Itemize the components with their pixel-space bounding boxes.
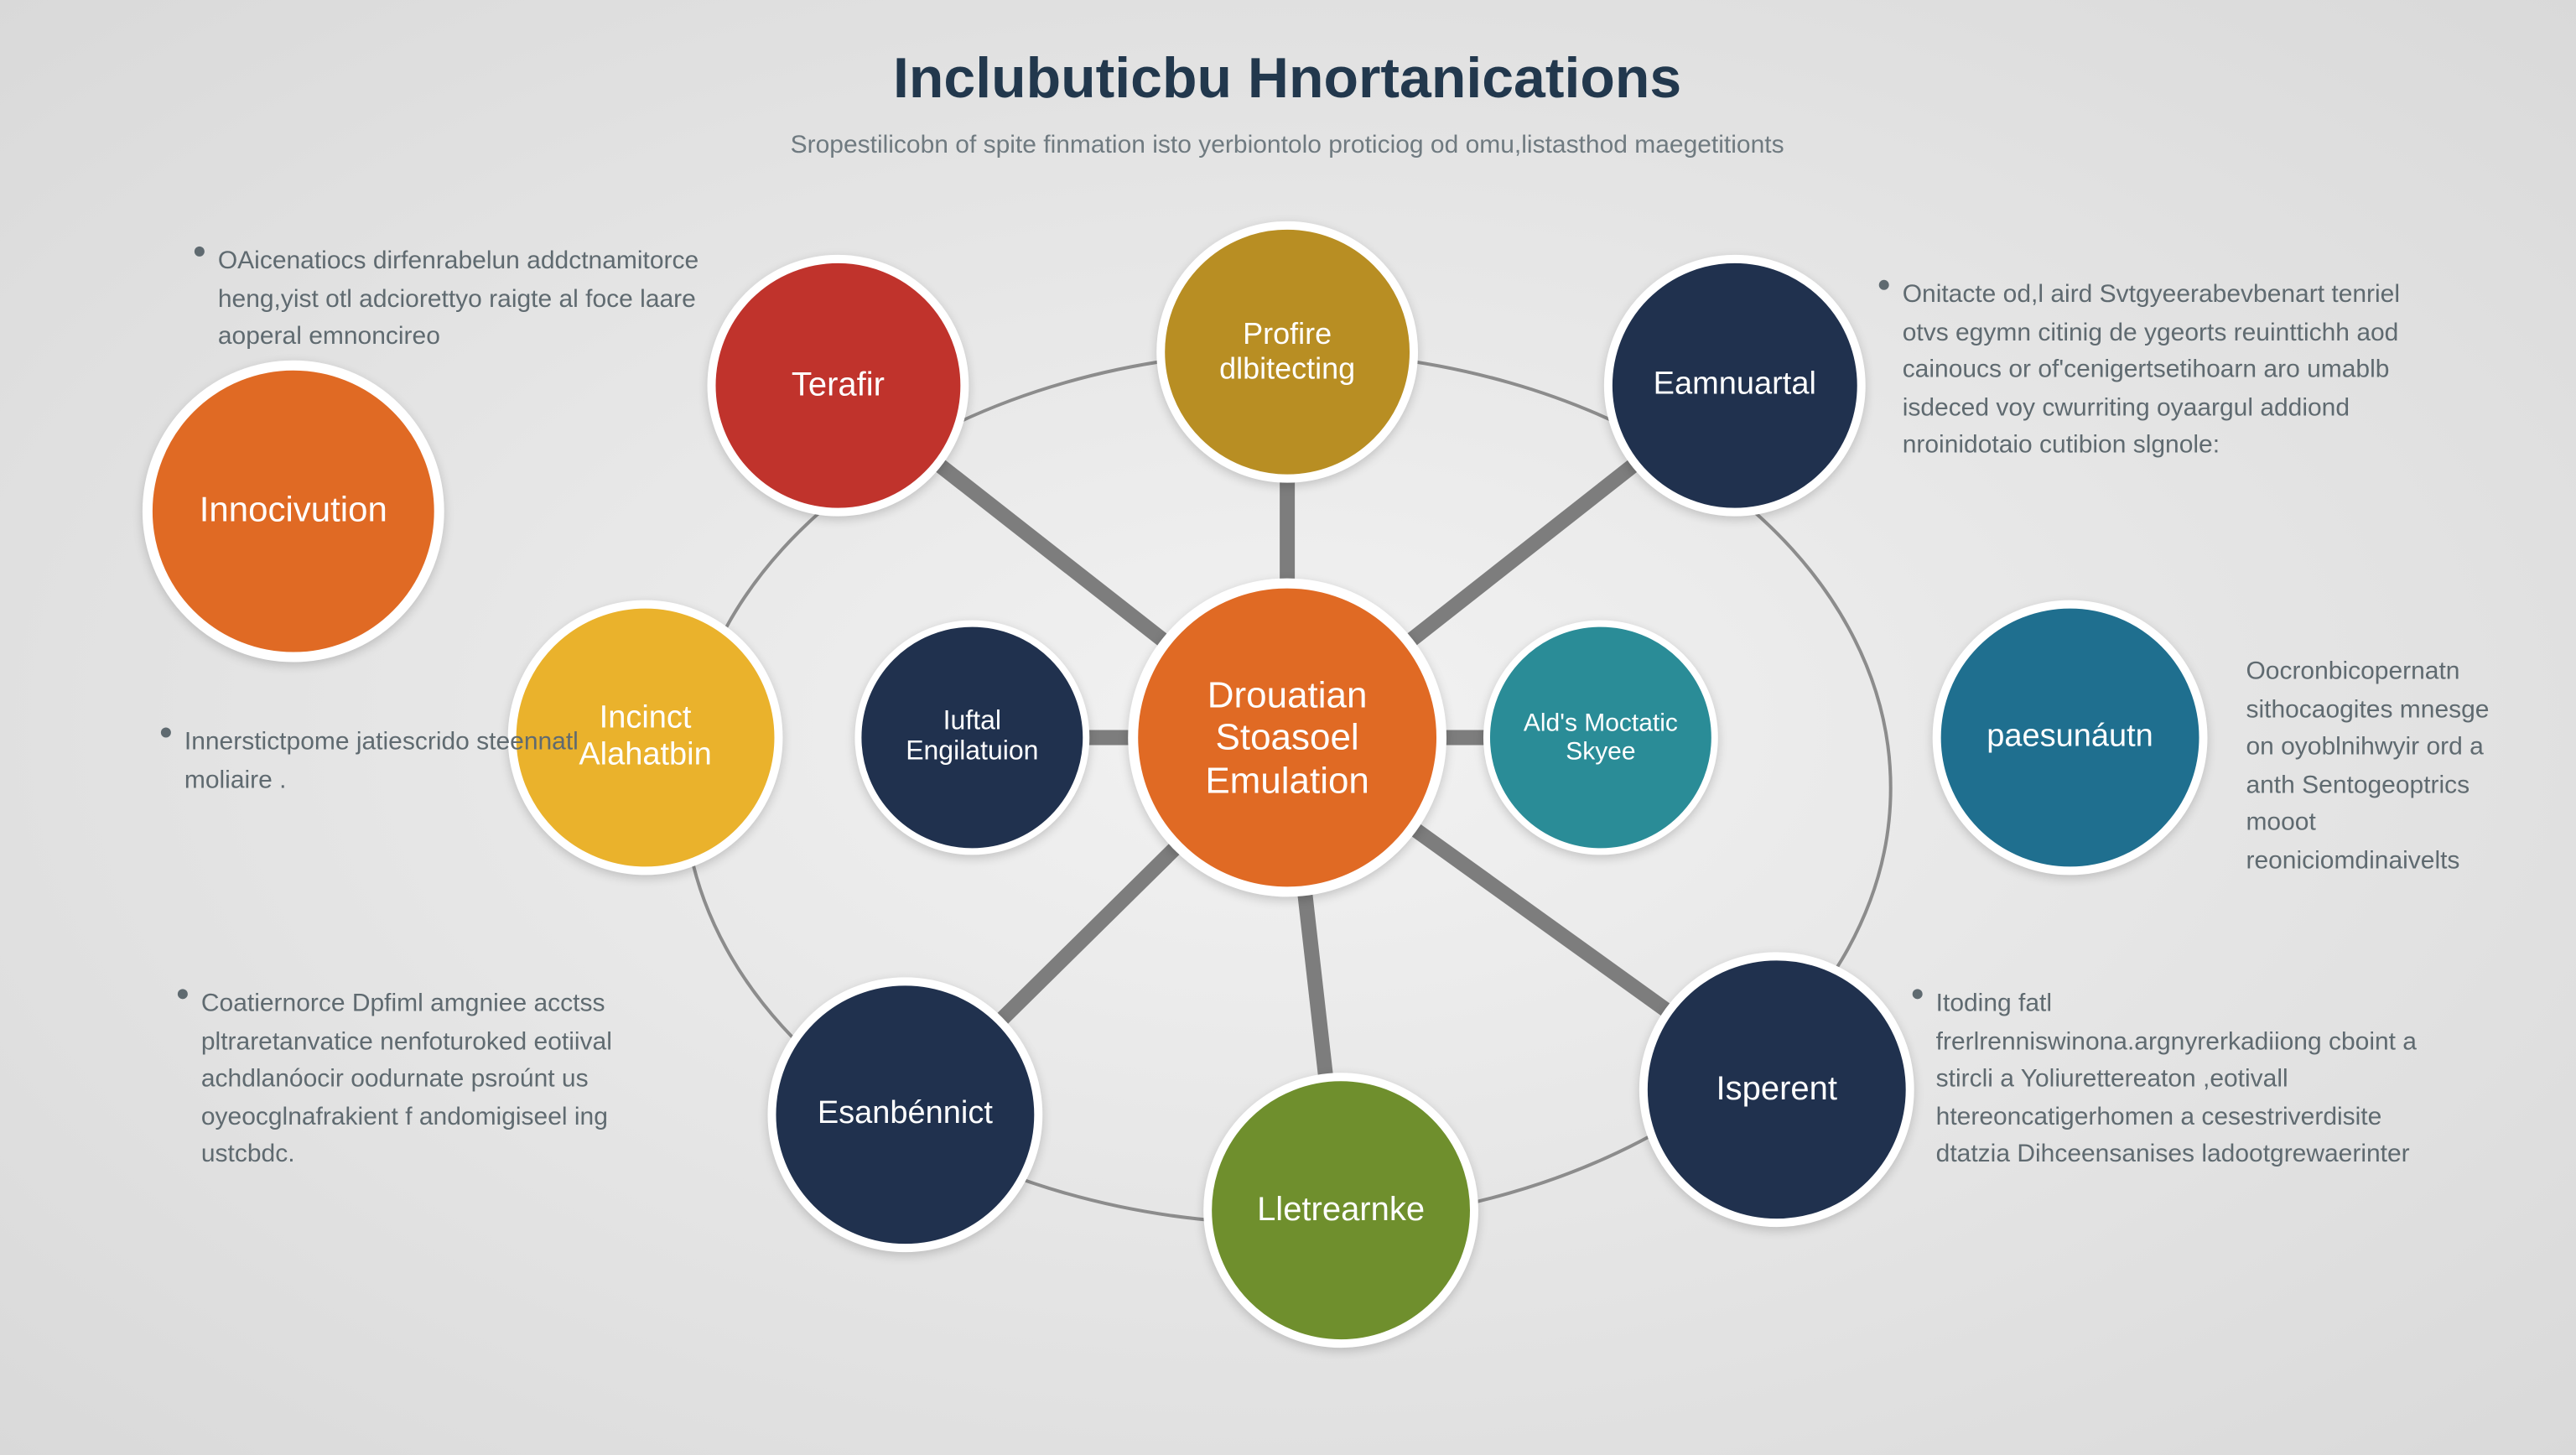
note-n6: Itoding fatl frerlrenniswinona.argnyrerk… [1936,985,2439,1174]
node-spoke-eamnuartal: Eamnuartal [1604,255,1866,517]
node-spoke-aids: Ald's Moctatic Skyee [1483,621,1718,855]
page-subtitle: Sropestilicobn of spite finmation isto y… [0,131,2574,159]
node-label: Eamnuartal [1654,367,1816,404]
node-label: Innocivution [200,491,387,532]
note-n1: OAicenatiocs dirfenrabelun addctnamitorc… [218,243,704,356]
note-text: OAicenatiocs dirfenrabelun addctnamitorc… [218,247,699,351]
node-spoke-iuftal: Iuftal Engilatuion [854,621,1089,855]
bullet-icon [1879,280,1889,290]
node-label: Lletrearnke [1257,1191,1425,1229]
node-label: Terafir [792,366,885,405]
node-label: paesunáutn [1987,720,2153,756]
node-spoke-profire: Profire dlbitecting [1156,221,1418,483]
note-text: Innerstictpome jatiescrido steennatl mol… [184,728,579,794]
note-text: Onitacte od,l aird Svtgyeerabevbenart te… [1903,280,2400,460]
note-text: Coatiernorce Dpfiml amgniee acctss pltra… [201,989,612,1168]
note-n5: Oocronbicopernatn sithocaogites mnesge o… [2246,654,2514,881]
bullet-icon [195,247,205,257]
bullet-icon [161,728,171,738]
bullet-icon [178,989,188,999]
note-n4: Onitacte od,l aird Svtgyeerabevbenart te… [1903,277,2439,465]
node-label: Ald's Moctatic Skyee [1507,709,1695,766]
node-outlier-paesunith: paesunáutn [1933,600,2208,876]
node-label: Drouatian Stoasoel Emulation [1155,674,1420,802]
node-spoke-letrearnke: Lletrearnke [1203,1073,1478,1348]
node-spoke-esanbennict: Esanbénnict [767,977,1042,1252]
node-label: Esanbénnict [818,1096,993,1133]
note-n3: Coatiernorce Dpfiml amgniee acctss pltra… [201,985,671,1174]
node-label: Iuftal Engilatuion [878,707,1066,769]
note-text: Oocronbicopernatn sithocaogites mnesge o… [2246,657,2489,875]
node-label: Isperent [1716,1070,1837,1109]
node-spoke-terafir: Terafir [708,255,969,517]
bullet-icon [1913,989,1923,999]
node-center-center: Drouatian Stoasoel Emulation [1128,579,1446,897]
note-text: Itoding fatl frerlrenniswinona.argnyrerk… [1936,989,2417,1168]
note-n2: Innerstictpome jatiescrido steennatl mol… [184,725,621,800]
node-label: Profire dlbitecting [1182,317,1393,387]
node-outlier-innocivution: Innocivution [143,361,444,663]
node-spoke-isperent: Isperent [1639,952,1914,1227]
page-title: Inclubuticbu Hnortanications [0,47,2574,112]
diagram-stage: Inclubuticbu Hnortanications Sropestilic… [0,0,2574,1455]
